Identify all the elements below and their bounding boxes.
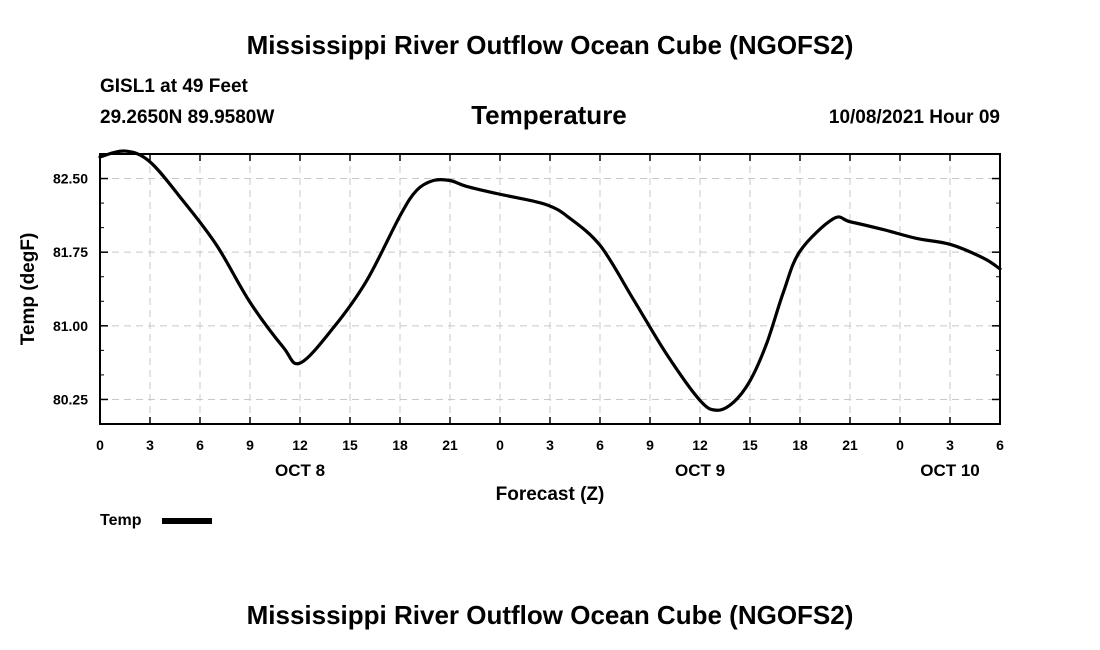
x-tick-label: 3 — [546, 437, 554, 453]
x-tick-label: 0 — [496, 437, 504, 453]
x-tick-label: 6 — [596, 437, 604, 453]
y-tick-label: 82.50 — [53, 171, 88, 187]
station-label: GISL1 at 49 Feet — [100, 76, 248, 97]
legend-label-temp: Temp — [100, 512, 142, 529]
grid-layer — [100, 154, 1000, 424]
label-layer: 0 3 6 9 12 15 18 21 0 3 6 9 12 15 18 21 0 3 6 80.25 81.00 81.… — [53, 171, 1004, 480]
station-coordinates: 29.2650N 89.9580W — [100, 107, 275, 128]
forecast-datetime: 10/08/2021 Hour 09 — [828, 107, 1000, 128]
x-tick-label: 12 — [292, 437, 308, 453]
x-tick-label: 21 — [442, 437, 458, 453]
x-axis-title: Forecast (Z) — [496, 484, 605, 505]
series-line-temp — [98, 149, 1002, 412]
x-tick-label: 18 — [392, 437, 408, 453]
x-tick-label: 18 — [792, 437, 808, 453]
y-tick-label: 81.00 — [53, 318, 88, 334]
x-tick-label: 21 — [842, 437, 858, 453]
x-tick-label: 6 — [996, 437, 1004, 453]
chart-subtitle: Temperature — [471, 100, 627, 130]
y-tick-label: 80.25 — [53, 391, 88, 407]
x-tick-label: 3 — [146, 437, 154, 453]
chart-main-title: Mississippi River Outflow Ocean Cube (NG… — [246, 30, 854, 60]
x-tick-label: 15 — [742, 437, 758, 453]
x-tick-label: 0 — [96, 437, 104, 453]
x-tick-label: 12 — [692, 437, 708, 453]
day-label: OCT 10 — [920, 461, 980, 480]
plot-frame — [99, 153, 1001, 425]
day-label: OCT 8 — [275, 461, 325, 480]
y-tick-label: 81.75 — [53, 244, 88, 260]
day-label: OCT 9 — [675, 461, 725, 480]
x-tick-label: 9 — [246, 437, 254, 453]
x-tick-label: 0 — [896, 437, 904, 453]
x-tick-label: 9 — [646, 437, 654, 453]
x-tick-label: 6 — [196, 437, 204, 453]
x-tick-label: 15 — [342, 437, 358, 453]
series-layer — [98, 149, 1002, 412]
footer-title: Mississippi River Outflow Ocean Cube (NG… — [246, 600, 854, 630]
y-axis-title: Temp (degF) — [18, 233, 39, 346]
x-tick-label: 3 — [946, 437, 954, 453]
